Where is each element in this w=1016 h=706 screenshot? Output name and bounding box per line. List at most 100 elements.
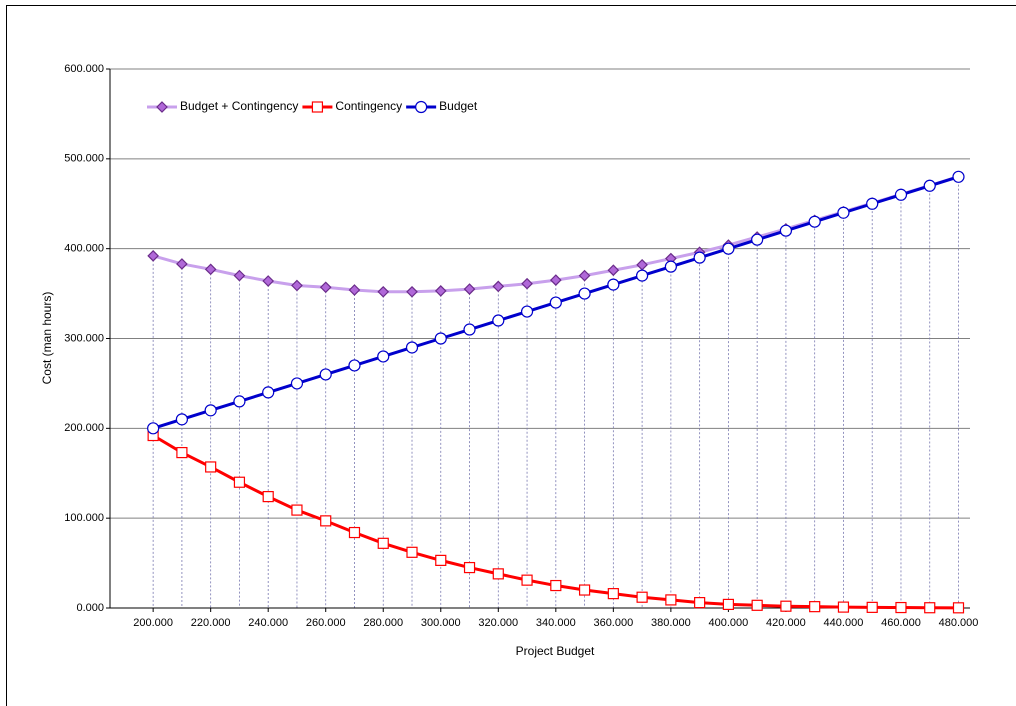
marker — [722, 598, 734, 611]
marker — [924, 602, 936, 614]
marker — [521, 277, 533, 290]
x-tick-label: 360.000 — [593, 617, 633, 629]
x-tick-label: 440.000 — [824, 617, 864, 629]
x-tick-label: 280.000 — [363, 617, 403, 629]
marker — [809, 601, 821, 613]
marker — [435, 554, 447, 566]
marker — [607, 588, 619, 600]
y-tick-label: 600.000 — [64, 63, 104, 75]
marker — [434, 332, 447, 345]
marker — [463, 283, 476, 295]
marker — [262, 491, 274, 503]
marker — [779, 224, 793, 237]
y-tick-label: 0.000 — [76, 602, 104, 614]
marker — [377, 350, 390, 363]
marker — [578, 287, 591, 300]
marker — [147, 422, 160, 435]
marker — [176, 446, 188, 459]
x-tick-label: 400.000 — [709, 617, 749, 629]
marker — [751, 599, 763, 611]
legend-marker — [415, 100, 428, 114]
marker — [894, 188, 908, 201]
marker — [176, 258, 188, 270]
x-axis-label: Project Budget — [516, 644, 595, 658]
marker — [837, 601, 850, 613]
marker — [866, 197, 879, 210]
marker — [463, 561, 476, 574]
marker — [866, 601, 878, 613]
marker — [694, 597, 706, 609]
marker — [636, 591, 648, 603]
marker — [233, 269, 246, 282]
x-tick-label: 320.000 — [478, 617, 518, 629]
marker — [520, 305, 534, 318]
marker — [751, 233, 764, 246]
marker — [377, 285, 390, 298]
marker — [290, 377, 304, 390]
marker — [147, 250, 159, 262]
marker — [952, 602, 965, 614]
legend-label: Budget — [439, 99, 478, 113]
marker — [377, 537, 389, 549]
x-tick-label: 340.000 — [536, 617, 576, 629]
marker — [262, 386, 275, 399]
legend-label: Contingency — [335, 99, 402, 113]
x-tick-label: 300.000 — [421, 617, 461, 629]
legend-marker — [311, 101, 324, 113]
y-tick-label: 400.000 — [64, 243, 104, 255]
legend-marker — [156, 101, 168, 113]
marker — [205, 461, 217, 473]
x-tick-label: 420.000 — [766, 617, 806, 629]
marker — [406, 546, 418, 558]
marker — [693, 251, 706, 264]
x-tick-label: 240.000 — [248, 617, 288, 629]
marker — [636, 258, 648, 271]
marker — [233, 476, 246, 488]
marker — [549, 274, 562, 286]
marker — [550, 579, 562, 592]
marker — [492, 568, 504, 580]
y-tick-label: 100.000 — [64, 512, 104, 524]
x-tick-label: 200.000 — [133, 617, 173, 629]
marker — [320, 515, 332, 527]
marker — [492, 280, 505, 293]
marker — [952, 170, 965, 183]
y-tick-label: 200.000 — [64, 422, 104, 434]
marker — [895, 601, 907, 614]
marker — [808, 215, 821, 228]
marker — [837, 206, 850, 219]
marker — [923, 179, 936, 192]
marker — [722, 242, 735, 255]
x-tick-label: 460.000 — [881, 617, 921, 629]
x-tick-label: 260.000 — [306, 617, 346, 629]
marker — [348, 526, 361, 539]
marker — [175, 413, 189, 426]
x-tick-label: 380.000 — [651, 617, 691, 629]
marker — [406, 285, 418, 298]
marker — [405, 341, 419, 354]
marker — [664, 260, 677, 273]
y-axis-label: Cost (man hours) — [40, 292, 54, 385]
marker — [549, 296, 562, 309]
frame — [6, 5, 1016, 706]
marker — [780, 600, 792, 612]
marker — [521, 574, 533, 586]
marker — [319, 368, 332, 381]
legend-label: Budget + Contingency — [180, 99, 298, 113]
x-tick-label: 480.000 — [939, 617, 979, 629]
marker — [434, 285, 447, 297]
marker — [233, 395, 246, 408]
marker — [204, 404, 217, 417]
marker — [636, 269, 649, 282]
x-tick-label: 220.000 — [191, 617, 231, 629]
marker — [319, 281, 332, 294]
marker — [463, 323, 476, 336]
marker — [578, 584, 591, 596]
marker — [291, 504, 303, 516]
y-tick-label: 300.000 — [64, 332, 104, 344]
marker — [665, 594, 677, 606]
y-tick-label: 500.000 — [64, 153, 104, 165]
marker — [607, 264, 620, 277]
marker — [262, 275, 275, 287]
